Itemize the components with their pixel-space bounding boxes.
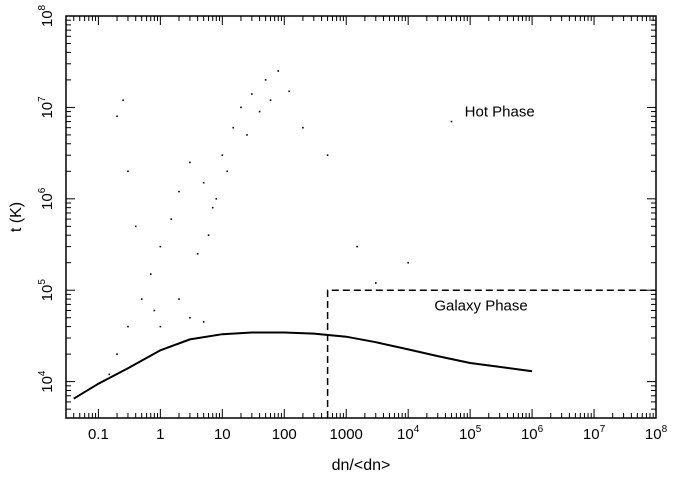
data-point: [153, 309, 156, 312]
data-point: [159, 325, 162, 328]
data-point: [251, 93, 253, 95]
data-point: [258, 110, 261, 113]
data-point: [127, 170, 129, 173]
axis-ticks: [65, 15, 657, 419]
data-point: [127, 325, 129, 328]
data-point: [189, 161, 191, 164]
data-point: [211, 206, 214, 209]
data-point: [269, 99, 272, 101]
phase-label: Galaxy Phase: [434, 297, 527, 314]
y-axis-label: t (K): [8, 202, 25, 232]
data-point: [215, 198, 218, 200]
data-point: [196, 253, 199, 255]
data-point: [264, 79, 267, 81]
x-tick-label: 108: [645, 424, 668, 443]
data-point: [108, 373, 111, 376]
x-tick-label: 105: [459, 424, 482, 443]
equilibrium-curve: [73, 331, 533, 400]
phase-annotations: Hot Phase Galaxy Phase: [434, 103, 534, 314]
y-tick-label: 108: [37, 4, 56, 27]
x-axis-label: dn/<dn>: [332, 457, 391, 474]
x-tick-label: 1: [156, 426, 164, 443]
data-point: [246, 134, 248, 136]
x-tick-label: 106: [521, 424, 544, 443]
y-tick-label: 104: [37, 370, 56, 393]
data-point: [407, 261, 409, 264]
x-tick-label: 104: [397, 424, 420, 443]
data-point: [159, 245, 162, 248]
data-point: [202, 181, 205, 184]
data-point: [116, 353, 118, 355]
data-point: [226, 170, 229, 173]
phase-label: Hot Phase: [465, 103, 535, 120]
plot-frame: [65, 15, 657, 419]
data-point: [374, 282, 377, 284]
y-tick-labels: 104 105 106 107 108: [37, 4, 56, 392]
data-point: [178, 298, 180, 300]
data-point: [189, 316, 191, 319]
data-point: [288, 90, 290, 93]
y-tick-label: 105: [37, 279, 56, 302]
data-point: [232, 126, 235, 129]
data-point: [178, 190, 180, 193]
x-tick-label: 100: [272, 426, 297, 443]
x-tick-label: 107: [583, 424, 606, 443]
data-point: [277, 70, 280, 72]
y-tick-label: 106: [37, 187, 56, 210]
data-point: [202, 321, 205, 323]
data-point: [356, 245, 358, 248]
data-point: [221, 154, 224, 157]
data-point: [170, 218, 173, 220]
y-tick-label: 107: [37, 96, 56, 119]
data-point: [122, 99, 124, 101]
galaxy-phase-boundary: [326, 289, 656, 418]
data-point: [450, 120, 453, 123]
data-points: [108, 70, 453, 376]
data-point: [149, 273, 152, 275]
x-tick-label: 0.1: [88, 426, 109, 443]
data-point: [134, 225, 137, 228]
data-point: [207, 234, 210, 236]
data-point: [326, 154, 329, 157]
x-tick-label: 1000: [330, 426, 363, 443]
data-point: [116, 115, 118, 118]
x-tick-label: 10: [214, 426, 231, 443]
data-point: [140, 298, 143, 300]
x-tick-labels: 0.1 1 10 100 1000 104 105 106 107 108: [88, 424, 668, 443]
data-point: [240, 106, 242, 109]
data-point: [302, 126, 304, 129]
